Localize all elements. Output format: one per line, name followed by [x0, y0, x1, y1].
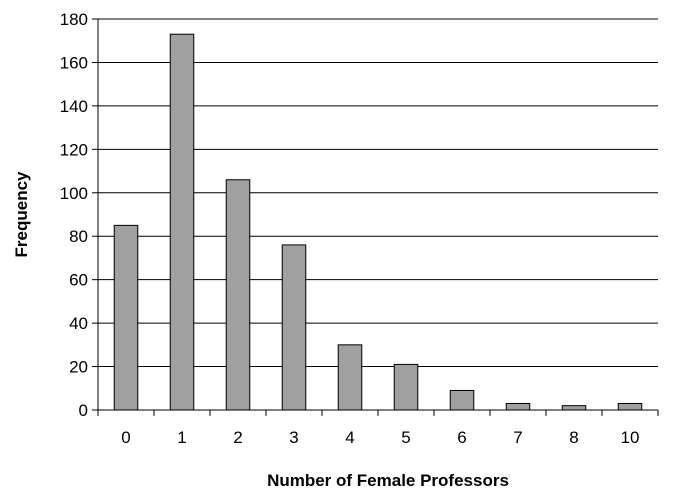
bar-0 [113, 224, 139, 411]
x-tick-labels: 0 1 2 3 4 5 6 7 8 10 [121, 428, 639, 447]
x-tick-label: 5 [401, 428, 410, 447]
x-tick-label: 7 [513, 428, 522, 447]
bar-10 [617, 402, 643, 411]
x-tick-label: 4 [345, 428, 354, 447]
bar-6 [449, 389, 475, 411]
bar-3 [281, 244, 307, 411]
y-tick-label: 60 [69, 271, 88, 290]
y-tick-label: 140 [60, 97, 88, 116]
x-tick-label: 8 [569, 428, 578, 447]
bar-2 [225, 179, 251, 411]
y-tick-label: 180 [60, 10, 88, 29]
x-axis-title: Number of Female Professors [267, 471, 509, 490]
x-tick-label: 1 [177, 428, 186, 447]
bar-8 [561, 405, 587, 411]
axes [92, 18, 659, 416]
y-axis-title: Frequency [12, 171, 31, 258]
y-tick-label: 160 [60, 53, 88, 72]
y-tick-label: 20 [69, 358, 88, 377]
y-tick-label: 120 [60, 140, 88, 159]
y-tick-label: 40 [69, 314, 88, 333]
y-tick-label: 80 [69, 227, 88, 246]
y-tick-label: 0 [79, 401, 88, 420]
x-tick-label: 6 [457, 428, 466, 447]
x-tick-label: 10 [621, 428, 640, 447]
bar-5 [393, 363, 419, 411]
bar-1 [169, 33, 195, 411]
y-tick-label: 100 [60, 184, 88, 203]
bar-4 [337, 344, 363, 411]
y-tick-labels: 0 20 40 60 80 100 120 140 160 180 [60, 10, 88, 420]
bar-7 [505, 402, 531, 411]
x-tick-label: 3 [289, 428, 298, 447]
x-tick-label: 0 [121, 428, 130, 447]
bars [113, 33, 643, 411]
x-tick-label: 2 [233, 428, 242, 447]
